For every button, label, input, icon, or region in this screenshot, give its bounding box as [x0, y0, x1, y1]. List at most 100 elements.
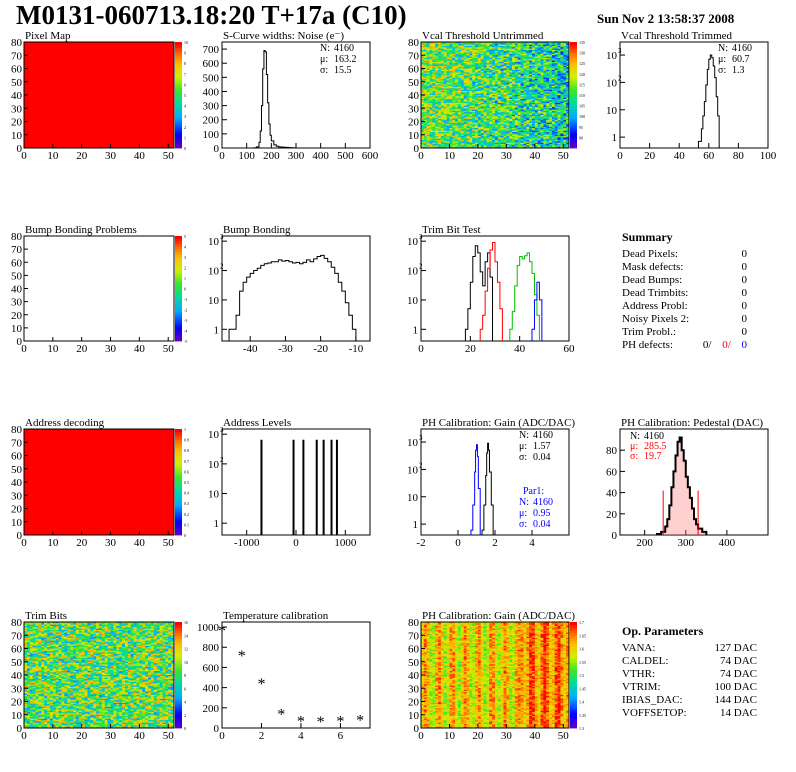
heatmap-cell — [506, 97, 510, 100]
heatmap-cell — [423, 95, 427, 97]
heatmap-cell — [440, 100, 445, 102]
heatmap-cell — [489, 75, 493, 77]
heatmap-cell — [480, 56, 484, 59]
heatmap-cell — [421, 71, 425, 73]
heatmap-cell — [514, 116, 519, 118]
heatmap-cell — [435, 73, 439, 76]
heatmap-cell — [566, 142, 570, 145]
heatmap-cell — [554, 110, 558, 113]
heatmap-cell — [435, 105, 439, 108]
heatmap-cell — [543, 101, 547, 104]
heatmap-cell — [560, 64, 564, 67]
palette-cell — [175, 254, 182, 258]
heatmap-cell — [429, 134, 433, 137]
heatmap-cell — [495, 75, 499, 77]
heatmap-cell — [506, 52, 510, 55]
heatmap-cell — [429, 100, 433, 102]
heatmap-cell — [472, 69, 476, 72]
heatmap-cell — [429, 51, 433, 53]
heatmap-cell — [423, 146, 427, 149]
heatmap-cell — [449, 146, 453, 149]
heatmap-cell — [523, 91, 527, 93]
heatmap-cell — [466, 104, 470, 106]
heatmap-cell — [497, 101, 501, 104]
heatmap-cell — [26, 704, 31, 706]
heatmap-cell — [560, 118, 564, 121]
heatmap-cell — [455, 109, 459, 112]
heatmap-cell — [537, 63, 541, 65]
heatmap-cell — [455, 125, 459, 128]
heatmap-cell — [463, 105, 467, 108]
palette-cell — [175, 241, 182, 245]
heatmap-cell — [483, 83, 487, 85]
heatmap-cell — [449, 42, 453, 44]
palette-cell — [570, 129, 577, 133]
heatmap-cell — [475, 64, 479, 67]
heatmap-cell — [497, 137, 501, 140]
heatmap-cell — [523, 129, 527, 132]
heatmap-cell — [472, 120, 476, 122]
heatmap-cell — [477, 65, 482, 68]
heatmap-cell — [566, 141, 570, 144]
heatmap-cell — [549, 60, 553, 63]
heatmap-cell — [458, 52, 462, 55]
palette-cell — [175, 314, 182, 318]
heatmap-cell — [452, 60, 456, 63]
heatmap-cell — [517, 126, 521, 129]
heatmap-cell — [32, 622, 36, 624]
heatmap-cell — [500, 76, 504, 79]
heatmap-cell — [517, 141, 521, 144]
palette-cell — [570, 79, 577, 83]
heatmap-cell — [529, 137, 533, 140]
heatmap-cell — [492, 130, 496, 133]
heatmap-cell — [526, 130, 530, 133]
heatmap-cell — [514, 92, 519, 94]
heatmap-cell — [458, 96, 462, 98]
heatmap-cell — [560, 112, 564, 114]
heatmap-cell — [543, 87, 547, 89]
x-tick-label: 10 — [47, 150, 59, 162]
palette-cell — [175, 338, 182, 342]
heatmap-cell — [503, 117, 507, 120]
heatmap-cell — [477, 122, 482, 125]
heatmap-cell — [563, 133, 567, 136]
heatmap-cell — [492, 114, 496, 117]
heatmap-cell — [426, 114, 430, 117]
heatmap-cell — [520, 87, 524, 89]
heatmap-cell — [469, 146, 473, 149]
heatmap-cell — [540, 113, 544, 116]
heatmap-cell — [489, 53, 493, 56]
heatmap-cell — [563, 98, 567, 101]
heatmap-cell — [514, 108, 519, 110]
palette-cell — [570, 126, 577, 130]
heatmap-cell — [469, 130, 473, 133]
heatmap-cell — [426, 48, 430, 51]
heatmap-cell — [517, 117, 521, 120]
heatmap-cell — [429, 80, 433, 83]
stats-value: 4160 — [732, 43, 752, 54]
heatmap-cell — [460, 68, 464, 71]
heatmap-cell — [24, 697, 28, 700]
heatmap-cell — [563, 97, 567, 100]
heatmap-cell — [532, 117, 536, 120]
heatmap-cell — [443, 106, 447, 109]
heatmap-cell — [29, 684, 33, 686]
heatmap-cell — [520, 133, 524, 136]
palette-cell — [175, 468, 182, 472]
heatmap-cell — [435, 79, 439, 81]
heatmap-cell — [520, 59, 524, 61]
heatmap-cell — [449, 108, 453, 110]
heatmap-cell — [429, 97, 433, 100]
heatmap-cell — [443, 79, 447, 81]
heatmap-cell — [438, 72, 442, 75]
heatmap-cell — [24, 635, 28, 637]
heatmap-cell — [557, 106, 561, 109]
heatmap-cell — [517, 138, 521, 141]
heatmap-cell — [26, 706, 31, 709]
heatmap-cell — [557, 122, 561, 125]
heatmap-cell — [460, 47, 464, 49]
heatmap-cell — [560, 47, 564, 49]
palette-tick-label: 5 — [184, 93, 186, 98]
heatmap-cell — [534, 118, 538, 121]
heatmap-cell — [560, 121, 564, 124]
